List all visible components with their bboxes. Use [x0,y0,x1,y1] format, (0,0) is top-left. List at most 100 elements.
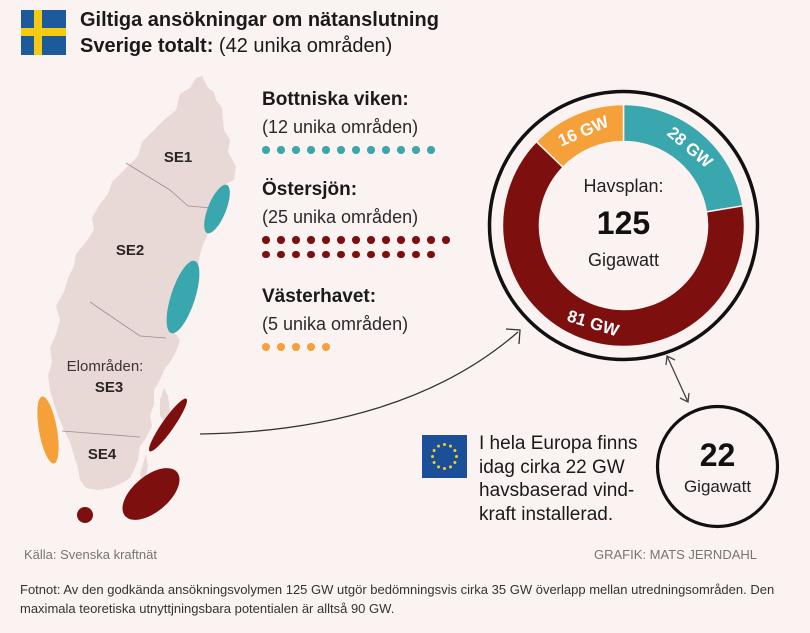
area-dot [307,236,315,244]
region-count: (25 unika områden) [262,207,419,227]
zone-label-se1: SE1 [164,149,192,166]
area-dot [277,146,285,154]
area-dot [262,250,270,258]
area-dot [262,343,270,351]
region-count: (12 unika områden) [262,117,419,137]
eu-star-icon [437,444,440,448]
area-dot [427,250,435,258]
donut-unit: Gigawatt [588,250,659,270]
area-dot [322,236,330,244]
eu-star-icon [431,455,434,458]
area-dot [292,250,300,258]
eu-star-icon [453,449,457,452]
sweden-land [48,76,236,490]
europe-circle: 22 Gigawatt [655,404,780,529]
area-dot [277,343,285,351]
area-dot [277,236,285,244]
eu-flag-icon [422,435,467,478]
area-dot [292,146,300,154]
credit-label: GRAFIK: MATS JERNDAHL [594,547,758,562]
area-dot [412,146,420,154]
dot-row [262,236,462,265]
europe-value: 22 [700,437,736,473]
region-vasterhavet: Västerhavet: (5 unika områden) [262,286,452,358]
donut-slice-östersjön [501,140,746,348]
footnote: Fotnot: Av den godkända ansökningsvolyme… [20,582,775,616]
area-dot [262,236,270,244]
area-dot [382,236,390,244]
donut-title: Havsplan: [583,176,663,196]
offshore-area-ostersjon-2 [122,468,180,520]
europe-text-line: I hela Europa finns [479,433,638,454]
europe-text: I hela Europa finns idag cirka 22 GW hav… [479,432,649,526]
area-dot [352,236,360,244]
area-dot [337,146,345,154]
eu-star-icon [455,455,458,458]
area-dot [307,343,315,351]
eu-star-icon [443,467,446,470]
region-name: Västerhavet: [262,286,377,307]
area-dot [292,343,300,351]
europe-text-line: idag cirka 22 GW [479,456,625,478]
offshore-area-bottniska-1 [204,184,230,234]
area-dot [397,236,405,244]
europe-unit: Gigawatt [684,477,751,496]
donut-outer-ring [487,89,760,362]
dot-row [262,343,452,358]
area-dot [367,250,375,258]
gotland [160,388,170,422]
area-dot [322,146,330,154]
europe-text-line: kraft installerad. [479,503,614,525]
area-dot [292,236,300,244]
eu-star-icon [453,461,457,464]
area-dot [322,250,330,258]
eu-star-icon [449,465,452,469]
area-dot [427,236,435,244]
subtitle-count: (42 unika områden) [213,35,393,57]
region-name: Östersjön: [262,179,358,200]
area-dot [412,236,420,244]
border-se3-se4 [61,430,141,438]
eu-star-icon [437,465,440,469]
area-dot [307,146,315,154]
area-dot [382,250,390,258]
area-dot [442,236,450,244]
donut-total: 125 [597,205,650,241]
page-subtitle: Sverige totalt: (42 unika områden) [80,34,392,59]
region-ostersjon: Östersjön: (25 unika områden) [262,179,462,265]
border-se1-se2 [125,162,213,209]
area-dot [397,250,405,258]
source-label: Källa: Svenska kraftnät [24,547,157,562]
area-dot [337,250,345,258]
eu-star-icon [449,444,452,448]
donut-slice-västerhavet [535,103,625,169]
zone-label-se3: SE3 [95,379,123,396]
area-dot [307,250,315,258]
offshore-area-bottniska-2 [166,260,200,334]
area-dot [352,250,360,258]
europe-text-line: havsbaserad vind- [479,480,635,501]
sweden-map: SE1 SE2 Elområden: SE3 SE4 [37,76,236,523]
region-count: (5 unika områden) [262,314,409,334]
area-dot [367,146,375,154]
area-dot [397,146,405,154]
zone-label-se2: SE2 [116,242,144,259]
offshore-area-vasterhavet [37,396,59,464]
page-title: Giltiga ansökningar om nätanslutning [80,9,439,31]
sweden-flag-icon [21,10,66,55]
area-dot [367,236,375,244]
europe-circle-ring [655,404,780,529]
area-dot [352,146,360,154]
eu-star-icon [432,461,436,464]
zone-label-se4: SE4 [88,446,117,463]
border-se2-se3 [89,301,167,339]
arrow-head-down-icon [679,392,690,403]
subtitle-bold: Sverige totalt: [80,35,214,57]
area-dot [277,250,285,258]
region-name: Bottniska viken: [262,89,409,110]
dot-row [262,146,452,161]
area-dot [322,343,330,351]
offshore-area-ostersjon-3 [77,507,93,523]
area-dot [262,146,270,154]
